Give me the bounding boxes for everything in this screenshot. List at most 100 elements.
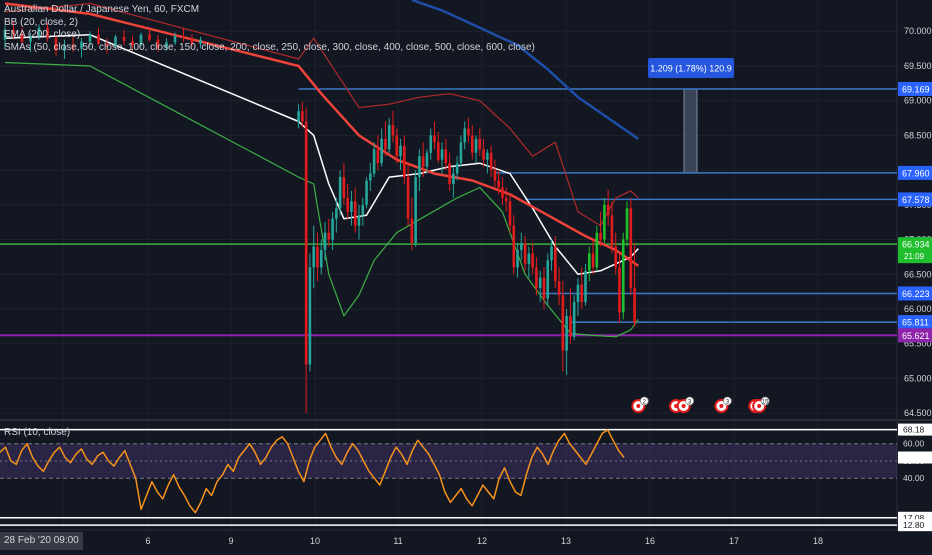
indicator-ema[interactable]: EMA (200, close) [4,29,81,40]
candle-body[interactable] [429,135,433,153]
candle-body[interactable] [156,39,160,48]
indicator-bb[interactable]: BB (20, close, 2) [4,16,78,28]
candle-body[interactable] [470,135,474,153]
candle-body[interactable] [165,42,168,48]
candle-body[interactable] [448,163,451,185]
candle-body[interactable] [621,239,625,313]
candle-body[interactable] [512,225,516,268]
candle-body[interactable] [489,152,493,171]
candle-body[interactable] [542,277,546,299]
candle-body[interactable] [63,45,66,51]
candle-body[interactable] [327,232,331,240]
candle-body[interactable] [335,208,338,219]
candle-body[interactable] [452,173,455,185]
candle-body[interactable] [478,138,482,150]
candle-body[interactable] [474,138,478,153]
candle-body[interactable] [554,246,557,282]
candle-body[interactable] [425,152,429,167]
candle-body[interactable] [199,39,202,44]
candle-body[interactable] [406,177,410,219]
candle-body[interactable] [418,156,421,178]
candle-body[interactable] [369,173,372,181]
candle-body[interactable] [531,253,534,268]
candle-body[interactable] [122,36,126,41]
candle-body[interactable] [520,243,523,250]
candle-body[interactable] [618,267,621,313]
candle-body[interactable] [357,215,361,226]
candle-body[interactable] [182,36,185,39]
candle-body[interactable] [433,135,436,143]
candle-body[interactable] [12,29,15,35]
measure-box[interactable] [683,88,698,174]
candle-body[interactable] [387,124,391,150]
candle-body[interactable] [455,163,459,174]
candle-body[interactable] [365,180,368,205]
candle-body[interactable] [46,27,49,39]
candle-body[interactable] [535,267,538,289]
candle-body[interactable] [29,36,32,42]
candle-body[interactable] [595,232,599,268]
candle-body[interactable] [482,149,485,160]
candle-body[interactable] [610,215,614,247]
candle-body[interactable] [301,111,304,122]
candle-body[interactable] [37,27,41,37]
candle-body[interactable] [633,288,636,323]
candle-body[interactable] [331,218,334,240]
candle-body[interactable] [565,315,568,351]
candle-body[interactable] [561,295,565,351]
candle-body[interactable] [501,187,504,198]
candle-body[interactable] [591,253,595,268]
candle-body[interactable] [297,111,300,122]
candle-body[interactable] [338,177,342,209]
candle-body[interactable] [599,232,602,240]
candle-body[interactable] [342,177,346,198]
candle-body[interactable] [486,152,489,160]
candle-body[interactable] [71,45,75,49]
candle-body[interactable] [504,197,508,202]
candle-body[interactable] [410,218,414,244]
candle-body[interactable] [316,246,319,268]
candle-body[interactable] [395,135,399,157]
candle-body[interactable] [319,249,323,268]
candle-body[interactable] [516,249,519,268]
candle-body[interactable] [606,204,610,216]
candle-body[interactable] [569,315,572,337]
candle-body[interactable] [550,246,553,261]
candle-body[interactable] [148,34,151,40]
candle-body[interactable] [436,142,440,160]
candle-body[interactable] [497,180,500,188]
candle-body[interactable] [350,201,353,212]
candle-body[interactable] [54,38,58,51]
candle-body[interactable] [463,128,466,143]
candle-body[interactable] [173,36,177,43]
candle-body[interactable] [97,34,100,44]
candle-body[interactable] [190,38,194,44]
candle-body[interactable] [572,302,576,337]
symbol-title[interactable]: Australian Dollar / Japanese Yen, 60, FX… [4,4,200,15]
candle-body[interactable] [467,128,470,136]
candle-body[interactable] [584,270,587,303]
candle-body[interactable] [414,177,417,244]
candle-body[interactable] [384,138,387,150]
candle-body[interactable] [625,208,629,240]
candle-body[interactable] [139,34,143,46]
candle-body[interactable] [346,197,349,212]
candle-body[interactable] [20,34,24,42]
candle-body[interactable] [312,246,315,268]
candle-body[interactable] [444,149,448,164]
candle-body[interactable] [80,41,83,49]
candle-body[interactable] [131,40,134,46]
candle-body[interactable] [3,29,7,40]
candle-body[interactable] [523,243,527,264]
candle-body[interactable] [361,204,365,216]
candle-body[interactable] [527,253,531,264]
candle-body[interactable] [538,277,542,289]
rsi-title[interactable]: RSI (10, close) [4,427,71,438]
candle-body[interactable] [508,201,512,226]
candle-body[interactable] [403,145,406,178]
candle-body[interactable] [576,284,580,303]
candle-body[interactable] [323,232,327,250]
candle-body[interactable] [580,284,584,303]
